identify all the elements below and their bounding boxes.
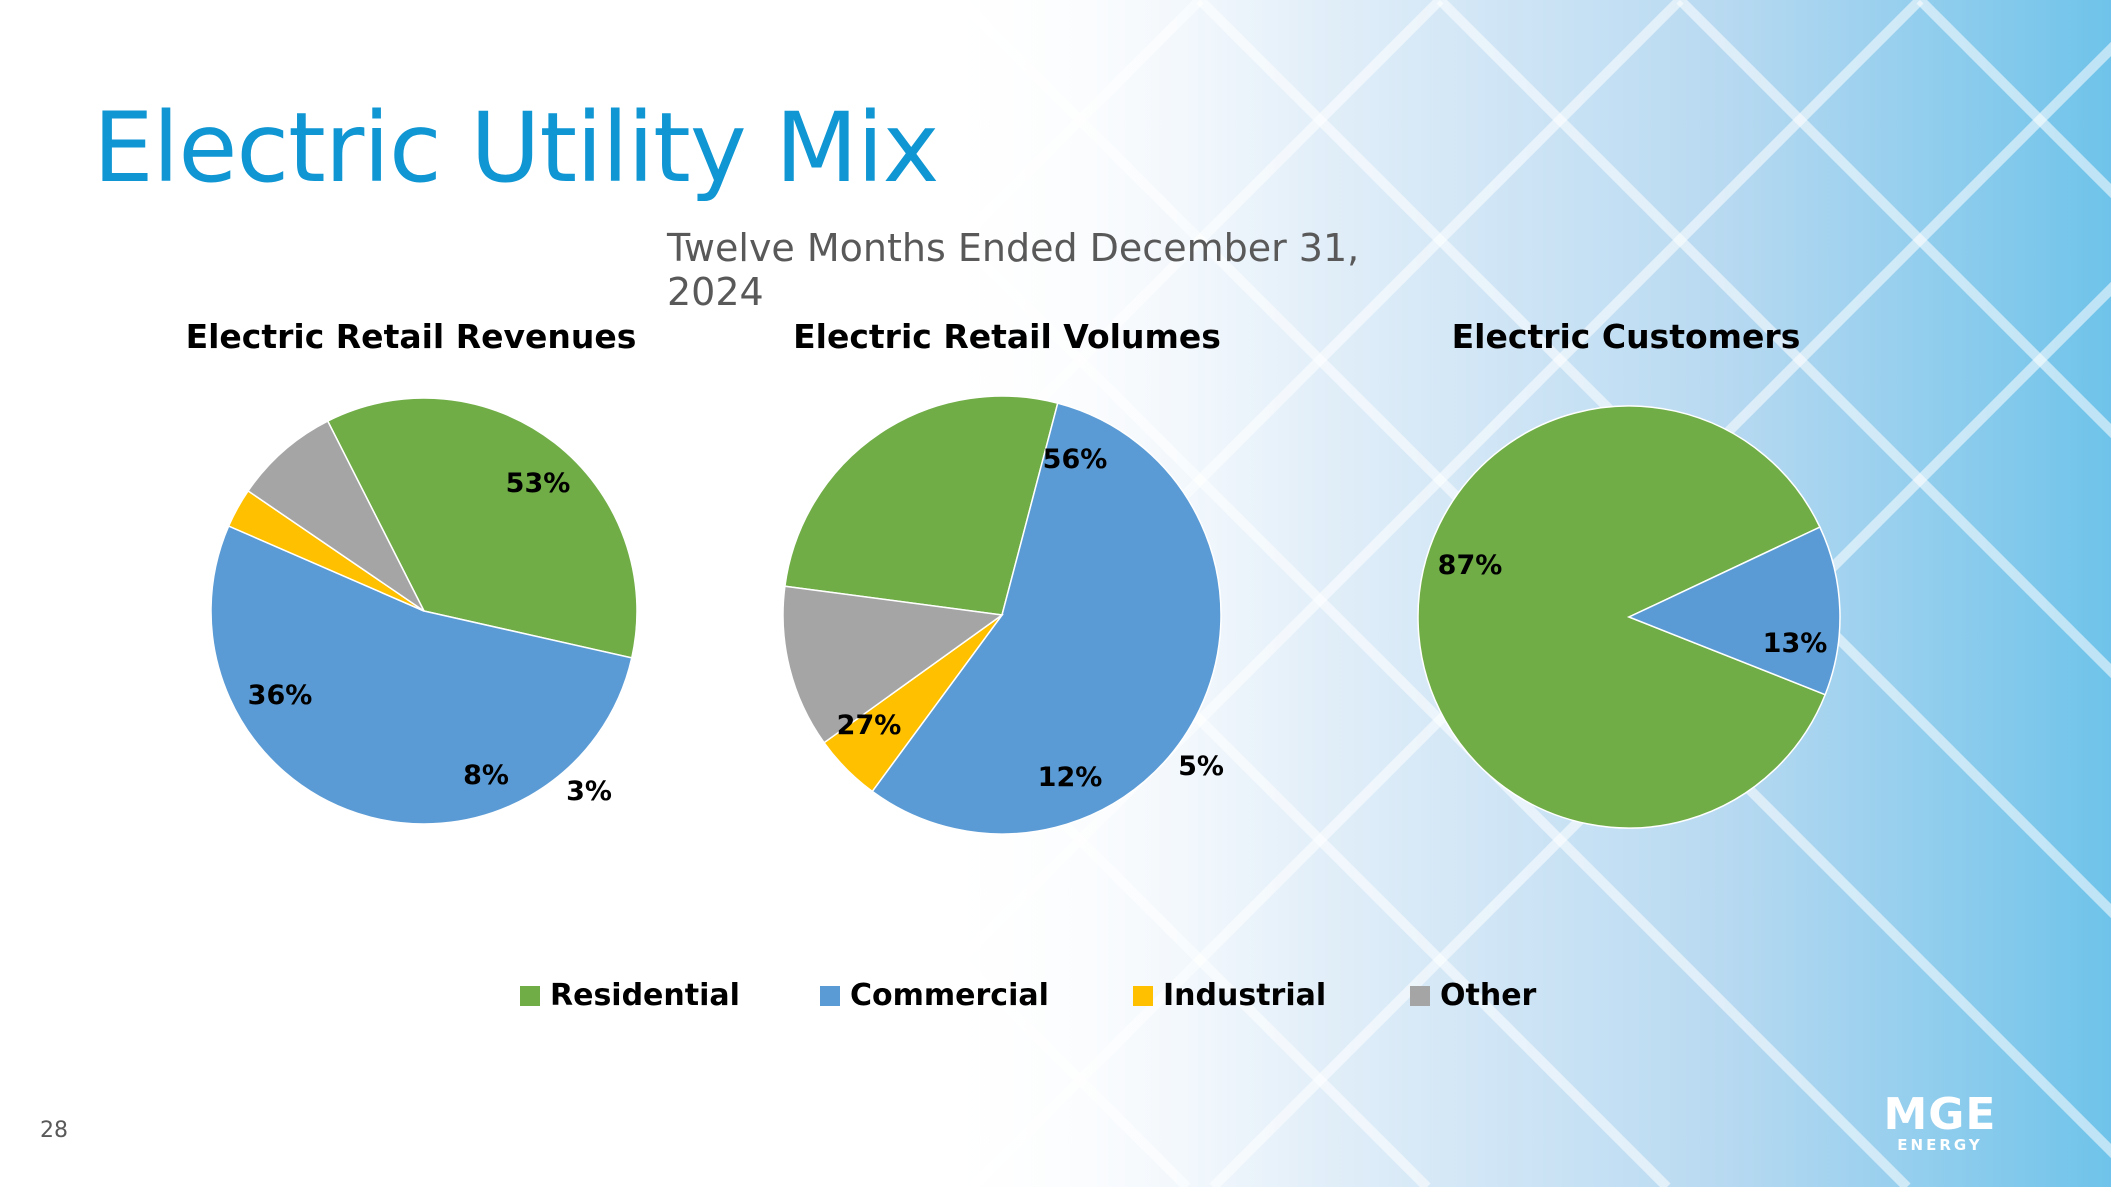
legend-label-industrial: Industrial (1163, 978, 1327, 1013)
legend-label-other: Other (1440, 978, 1537, 1013)
legend-label-commercial: Commercial (850, 978, 1049, 1013)
legend-item-industrial: Industrial (1133, 978, 1410, 1013)
data-label-commercial: 13% (1763, 628, 1828, 659)
pie-slice-commercial (871, 402, 1222, 835)
pie-slice-other (247, 420, 425, 612)
chart-title: Electric Retail Revenues (186, 317, 637, 356)
pie-slice-residential (784, 395, 1059, 616)
pie-slice-commercial (1627, 526, 1841, 696)
legend-swatch-residential (520, 985, 540, 1006)
data-label-commercial: 53% (506, 468, 571, 499)
data-label-industrial: 5% (1178, 751, 1224, 782)
slide-title: Electric Utility Mix (93, 92, 939, 204)
data-label-residential: 36% (248, 680, 313, 711)
data-label-residential: 27% (837, 710, 902, 741)
legend-label-residential: Residential (550, 978, 740, 1013)
legend-item-residential: Residential (520, 978, 820, 1013)
data-label-residential: 87% (1438, 550, 1503, 581)
chart-title: Electric Retail Volumes (793, 317, 1221, 356)
chart-legend: Residential Commercial Industrial Other (520, 978, 1536, 1013)
pie-slice-residential (326, 397, 638, 659)
slide-subtitle: Twelve Months Ended December 31, 2024 (667, 226, 1360, 314)
pie-slice-other (782, 585, 1004, 744)
data-label-other: 8% (463, 760, 509, 791)
pie-slice-residential (1417, 405, 1827, 829)
legend-swatch-other (1410, 985, 1430, 1006)
legend-swatch-industrial (1133, 985, 1153, 1006)
pie-chart-electric-retail-revenues: Electric Retail Revenues 36% 53% 3% 8% (186, 317, 638, 825)
pie-chart-electric-retail-volumes: Electric Retail Volumes 27% 56% 5% 12% (782, 317, 1224, 835)
pie-chart-electric-customers: Electric Customers 87% 13% (1417, 317, 1841, 829)
chart-title: Electric Customers (1452, 317, 1801, 356)
data-label-commercial: 56% (1043, 444, 1108, 475)
page-number: 28 (40, 1118, 68, 1143)
legend-item-other: Other (1410, 978, 1536, 1013)
logo-subtext: ENERGY (1897, 1136, 1983, 1154)
mge-energy-logo: MGE ENERGY (1876, 1093, 2004, 1153)
pie-slice-commercial (210, 525, 633, 825)
legend-item-commercial: Commercial (820, 978, 1133, 1013)
data-label-industrial: 3% (566, 776, 612, 807)
legend-swatch-commercial (820, 985, 840, 1006)
logo-wordmark: MGE (1883, 1089, 1997, 1140)
data-label-other: 12% (1038, 762, 1103, 793)
